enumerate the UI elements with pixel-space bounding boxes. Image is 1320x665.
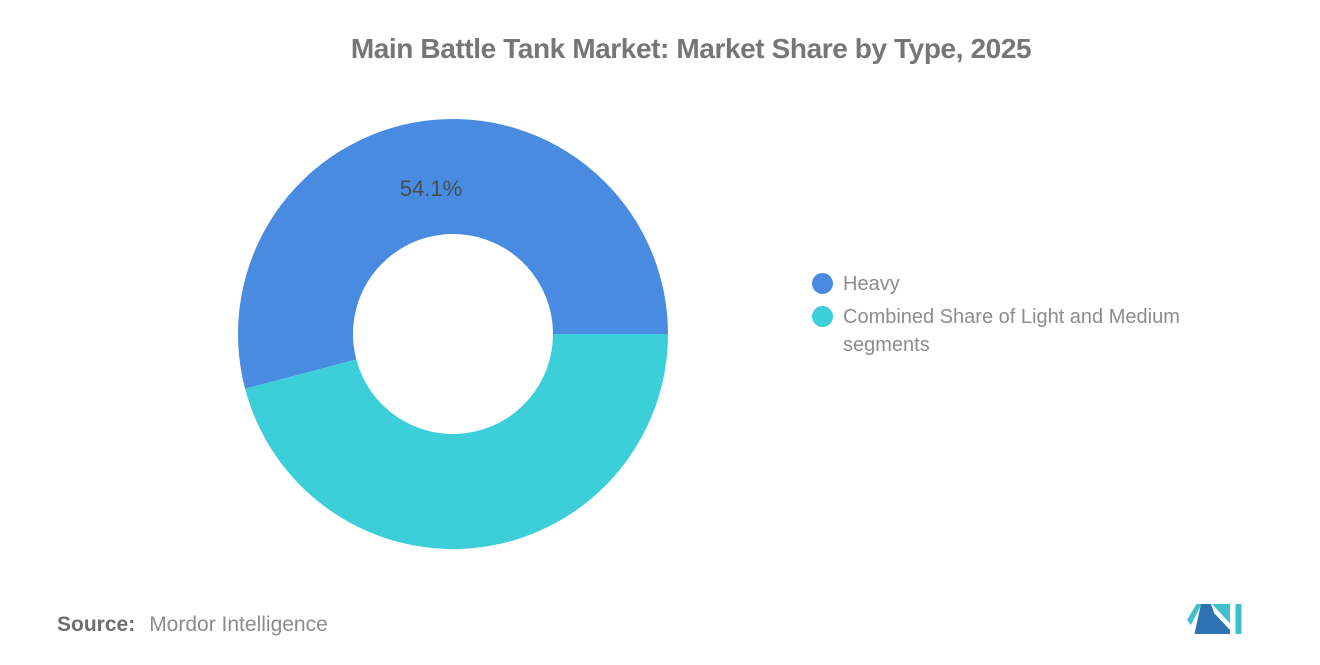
legend-swatch-light-medium [812,306,833,327]
source-value: Mordor Intelligence [149,613,328,636]
logo-teal-triangle [1212,604,1230,624]
mordor-intelligence-logo [1187,604,1242,634]
legend-swatch-heavy [812,273,833,294]
logo-teal-strip [1187,604,1202,625]
legend-item-heavy[interactable]: Heavy [812,270,1231,298]
logo-blue-triangle [1214,613,1230,634]
legend: Heavy Combined Share of Light and Medium… [812,270,1231,359]
donut-slice-combined[interactable] [245,334,668,550]
legend-label-heavy: Heavy [843,273,900,295]
chart-title: Main Battle Tank Market: Market Share by… [350,33,1032,64]
source-label: Source: [57,613,136,636]
donut-chart[interactable] [233,114,673,554]
source-line: Source: Mordor Intelligence [57,613,328,637]
slice-data-label: 54.1% [399,176,463,201]
legend-item-light-medium[interactable]: Combined Share of Light and Medium segme… [812,303,1231,359]
logo-blue-trapezoid [1194,604,1222,634]
logo-teal-bar [1235,604,1242,634]
legend-label-light-medium: Combined Share of Light and Medium segme… [843,306,1180,356]
donut-slice-heavy[interactable] [237,119,668,389]
